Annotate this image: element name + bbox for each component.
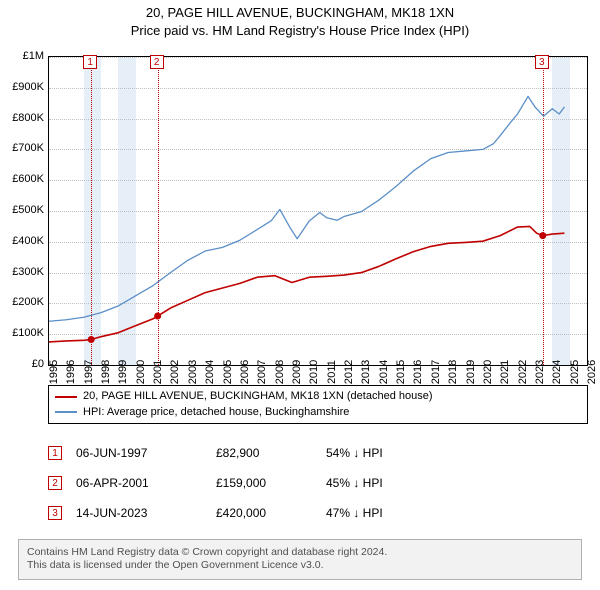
y-tick-label: £600K [0, 173, 44, 185]
x-tick-label: 2001 [152, 360, 164, 384]
sale-date-2: 14-JUN-2023 [76, 506, 216, 520]
x-tick-label: 2020 [482, 360, 494, 384]
x-tick-label: 2010 [308, 360, 320, 384]
y-tick-label: £1M [0, 50, 44, 62]
y-tick-label: £900K [0, 81, 44, 93]
x-tick-label: 1999 [117, 360, 129, 384]
x-tick-label: 1998 [100, 360, 112, 384]
sale-delta-0: 54% ↓ HPI [326, 446, 588, 460]
x-tick-label: 2003 [187, 360, 199, 384]
x-tick-label: 2019 [465, 360, 477, 384]
sales-table: 1 06-JUN-1997 £82,900 54% ↓ HPI 2 06-APR… [48, 438, 588, 528]
x-tick-label: 1997 [83, 360, 95, 384]
y-tick-label: £400K [0, 235, 44, 247]
y-tick-label: £700K [0, 142, 44, 154]
sales-row-1: 2 06-APR-2001 £159,000 45% ↓ HPI [48, 468, 588, 498]
sale-price-0: £82,900 [216, 446, 326, 460]
title-line-1: 20, PAGE HILL AVENUE, BUCKINGHAM, MK18 1… [0, 4, 600, 22]
sales-row-2: 3 14-JUN-2023 £420,000 47% ↓ HPI [48, 498, 588, 528]
x-tick-label: 2000 [135, 360, 147, 384]
x-tick-label: 2009 [291, 360, 303, 384]
footer-line-1: Contains HM Land Registry data © Crown c… [27, 546, 573, 560]
x-tick-label: 2018 [447, 360, 459, 384]
x-tick-label: 2022 [517, 360, 529, 384]
sale-marker-2: 3 [48, 506, 62, 520]
footer-line-2: This data is licensed under the Open Gov… [27, 559, 573, 573]
legend: 20, PAGE HILL AVENUE, BUCKINGHAM, MK18 1… [48, 385, 588, 424]
x-tick-label: 2007 [256, 360, 268, 384]
x-tick-label: 2023 [534, 360, 546, 384]
x-tick-label: 2016 [412, 360, 424, 384]
legend-swatch-0 [55, 396, 77, 398]
x-tick-label: 2014 [378, 360, 390, 384]
x-tick-label: 2012 [343, 360, 355, 384]
y-tick-label: £100K [0, 327, 44, 339]
y-tick-label: £500K [0, 204, 44, 216]
x-tick-label: 2008 [274, 360, 286, 384]
sale-marker-0: 1 [48, 446, 62, 460]
series-svg [49, 57, 587, 365]
x-tick-label: 2004 [204, 360, 216, 384]
sale-date-1: 06-APR-2001 [76, 476, 216, 490]
sale-price-2: £420,000 [216, 506, 326, 520]
event-marker: 1 [83, 55, 97, 69]
x-tick-label: 2017 [430, 360, 442, 384]
event-marker: 3 [535, 55, 549, 69]
sale-marker-1: 2 [48, 476, 62, 490]
y-tick-label: £800K [0, 112, 44, 124]
x-tick-label: 1996 [65, 360, 77, 384]
x-tick-label: 2024 [551, 360, 563, 384]
sale-delta-1: 45% ↓ HPI [326, 476, 588, 490]
x-tick-label: 2025 [569, 360, 581, 384]
x-tick-label: 2002 [169, 360, 181, 384]
y-tick-label: £0 [0, 358, 44, 370]
x-tick-label: 1995 [48, 360, 60, 384]
sales-row-0: 1 06-JUN-1997 £82,900 54% ↓ HPI [48, 438, 588, 468]
x-tick-label: 2026 [586, 360, 598, 384]
event-marker: 2 [150, 55, 164, 69]
legend-row-0: 20, PAGE HILL AVENUE, BUCKINGHAM, MK18 1… [55, 389, 581, 404]
x-tick-label: 2011 [326, 360, 338, 384]
attribution-footer: Contains HM Land Registry data © Crown c… [18, 539, 582, 580]
title-block: 20, PAGE HILL AVENUE, BUCKINGHAM, MK18 1… [0, 4, 600, 39]
title-line-2: Price paid vs. HM Land Registry's House … [0, 22, 600, 40]
legend-row-1: HPI: Average price, detached house, Buck… [55, 405, 581, 420]
x-tick-label: 2021 [499, 360, 511, 384]
x-tick-label: 2006 [239, 360, 251, 384]
sale-date-0: 06-JUN-1997 [76, 446, 216, 460]
chart-container: 20, PAGE HILL AVENUE, BUCKINGHAM, MK18 1… [0, 0, 600, 590]
x-tick-label: 2013 [360, 360, 372, 384]
x-tick-label: 2005 [222, 360, 234, 384]
legend-label-0: 20, PAGE HILL AVENUE, BUCKINGHAM, MK18 1… [83, 389, 433, 404]
y-tick-label: £200K [0, 296, 44, 308]
plot-area [48, 56, 588, 366]
x-tick-label: 2015 [395, 360, 407, 384]
sale-delta-2: 47% ↓ HPI [326, 506, 588, 520]
chart-zone: £0 £100K £200K £300K £400K £500K £600K £700K £80… [0, 50, 600, 420]
sale-price-1: £159,000 [216, 476, 326, 490]
legend-swatch-1 [55, 411, 77, 413]
legend-label-1: HPI: Average price, detached house, Buck… [83, 405, 349, 420]
y-tick-label: £300K [0, 266, 44, 278]
